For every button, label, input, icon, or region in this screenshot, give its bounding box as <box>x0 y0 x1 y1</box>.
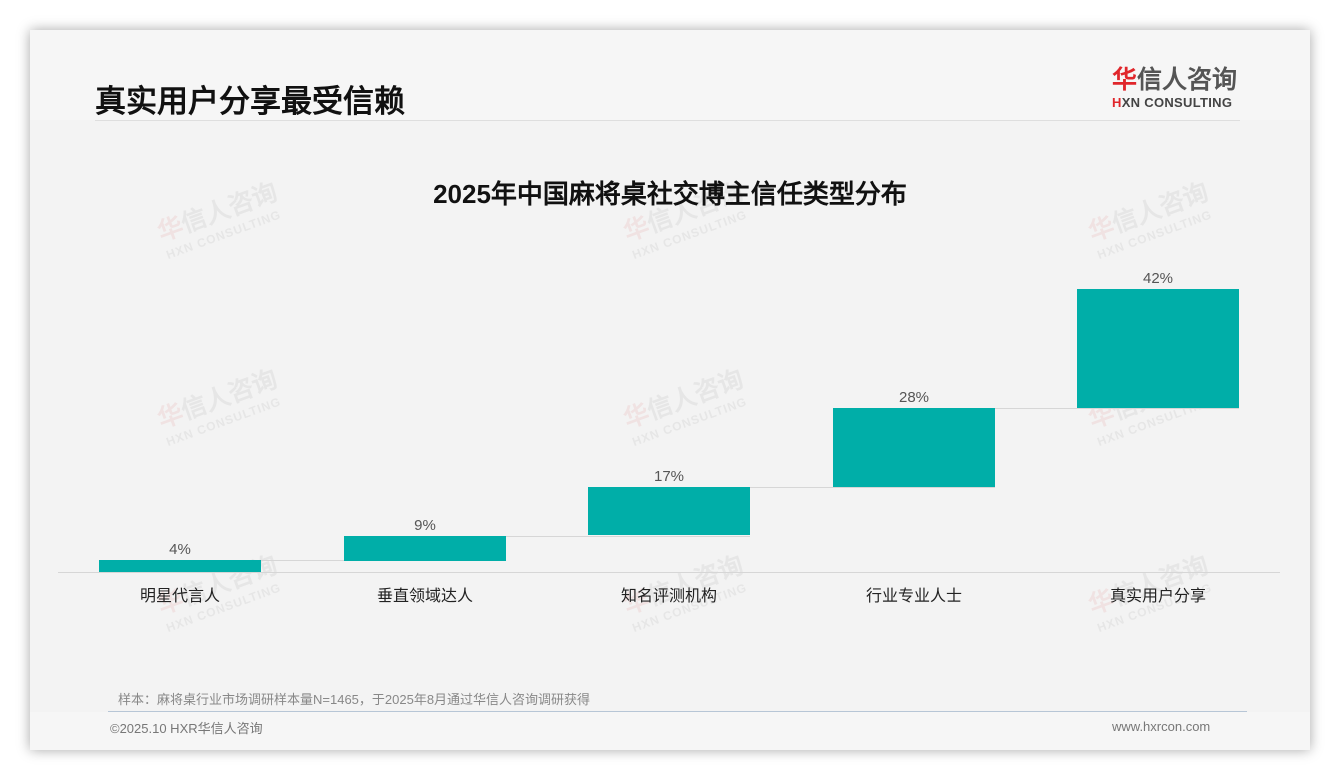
watermark-en: HXN CONSULTING <box>630 207 749 262</box>
website-link[interactable]: www.hxrcon.com <box>1112 719 1211 734</box>
watermark-cn: 华信人咨询 <box>620 364 748 434</box>
logo-en-rest: XN CONSULTING <box>1121 95 1233 110</box>
watermark-en: HXN CONSULTING <box>164 394 283 449</box>
watermark-en: HXN CONSULTING <box>1095 207 1214 262</box>
logo-chinese: 华信人咨询 <box>1112 66 1242 94</box>
watermark-en: HXN CONSULTING <box>630 394 749 449</box>
value-label: 4% <box>169 541 191 558</box>
value-label: 42% <box>1142 270 1174 287</box>
value-label: 28% <box>898 389 930 406</box>
connector-line <box>995 408 1239 409</box>
sample-note: 样本：麻将桌行业市场调研样本量N=1465，于2025年8月通过华信人咨询调研获… <box>118 692 591 707</box>
page-title: 真实用户分享最受信赖 <box>95 84 405 119</box>
header-divider <box>95 120 1240 121</box>
bar-1 <box>99 560 261 572</box>
bar-2 <box>344 536 506 561</box>
logo-hua-char: 华 <box>1112 66 1138 94</box>
category-label: 知名评测机构 <box>620 588 717 605</box>
watermark-cn: 华信人咨询 <box>154 364 282 434</box>
category-label: 真实用户分享 <box>1109 588 1206 605</box>
logo-english: HXN CONSULTING <box>1112 95 1242 110</box>
footer-band <box>30 712 1310 750</box>
slide-card: 真实用户分享最受信赖 华信人咨询 HXN CONSULTING 华信人咨询 HXN… <box>30 30 1310 750</box>
connector-line <box>506 536 750 537</box>
bar-4 <box>833 408 995 487</box>
bar-5 <box>1077 289 1239 408</box>
header-band <box>30 30 1310 120</box>
logo-cn-rest: 信人咨询 <box>1137 66 1238 94</box>
bar-3 <box>588 487 750 535</box>
chart-baseline <box>58 572 1280 573</box>
category-label: 垂直领域达人 <box>376 588 473 605</box>
footer-divider <box>108 711 1247 712</box>
category-label: 明星代言人 <box>139 588 220 605</box>
watermark-en: HXN CONSULTING <box>164 207 283 262</box>
value-label: 17% <box>653 468 685 485</box>
chart-title: 2025年中国麻将桌社交博主信任类型分布 <box>433 179 907 209</box>
logo-h-char: H <box>1112 95 1122 110</box>
connector-line <box>750 487 995 488</box>
category-label: 行业专业人士 <box>865 588 962 605</box>
brand-logo: 华信人咨询 HXN CONSULTING <box>1112 66 1242 110</box>
value-label: 9% <box>414 517 436 534</box>
copyright-text: ©2025.10 HXR华信人咨询 <box>110 721 263 736</box>
